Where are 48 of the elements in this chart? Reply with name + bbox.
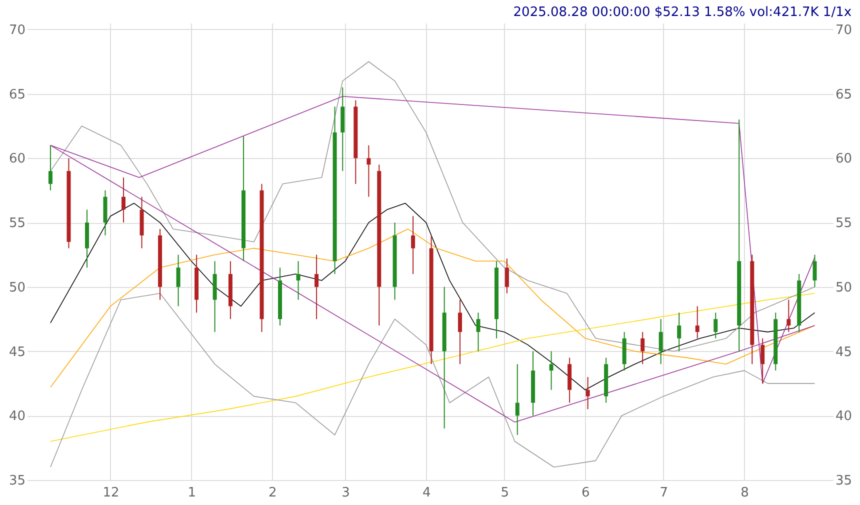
y2-tick-label: 65 (836, 87, 852, 102)
y2-tick-label: 70 (836, 22, 852, 38)
candlestick (586, 376, 590, 410)
y2-tick-label: 35 (836, 474, 852, 488)
candlestick (476, 312, 480, 352)
candlestick (640, 331, 645, 365)
candlestick (658, 318, 663, 365)
y-tick-label: 70 (8, 22, 26, 38)
candlestick (504, 258, 509, 294)
x-tick-label: 1 (188, 486, 196, 500)
y-tick-label: 45 (8, 344, 26, 360)
y2-tick-label: 45 (836, 344, 852, 360)
y-tick-label: 65 (8, 87, 26, 102)
y2-tick-label: 55 (836, 216, 852, 232)
candlestick (176, 254, 180, 307)
candlestick (411, 216, 416, 275)
candlestick (122, 176, 126, 224)
candlestick (458, 299, 462, 365)
y-tick-label: 50 (8, 280, 26, 296)
candlestick (812, 254, 817, 288)
candlestick (760, 338, 765, 384)
candlestick (515, 364, 520, 436)
x-tick-label: 6 (582, 486, 590, 500)
candlestick (48, 144, 52, 191)
y2-tick-label: 50 (836, 280, 852, 296)
candlestick (549, 350, 554, 390)
y-tick-label: 60 (8, 152, 26, 167)
x-tick-label: 2 (268, 486, 277, 500)
candlestick (314, 254, 319, 320)
chart-title: 2025.08.28 00:00:00 $52.13 1.58% vol:421.7K 1/1x (513, 5, 852, 20)
x-tick-label: 4 (422, 486, 431, 500)
candlestick (695, 306, 700, 339)
candlestick (714, 312, 718, 339)
candlestick (296, 260, 300, 300)
candlestick (786, 299, 791, 332)
x-tick-label: 12 (102, 486, 120, 500)
line-series (50, 228, 816, 388)
y2-tick-label: 40 (836, 409, 852, 424)
candlestick (366, 144, 371, 198)
y2-tick-label: 60 (836, 152, 852, 167)
y-tick-label: 35 (8, 474, 26, 488)
y-tick-label: 40 (8, 409, 26, 424)
x-tick-label: 3 (342, 486, 350, 500)
candlestick (677, 312, 682, 352)
x-tick-label: 5 (500, 486, 509, 500)
x-tick-label: 7 (660, 486, 668, 500)
x-tick-label: 8 (740, 486, 749, 500)
y-tick-label: 55 (8, 216, 26, 232)
